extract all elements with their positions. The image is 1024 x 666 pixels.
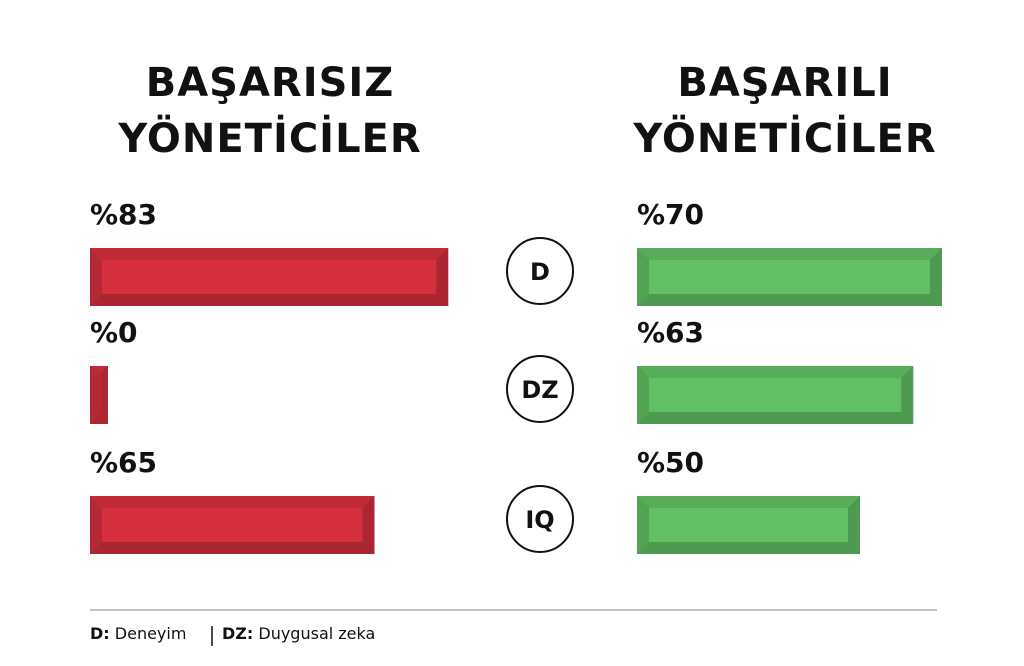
category-circle	[506, 237, 574, 305]
bar-face	[649, 508, 848, 542]
value-label: %63	[637, 316, 704, 349]
bar-face	[102, 508, 363, 542]
bar	[637, 248, 942, 306]
bar-top	[637, 496, 860, 508]
note-text: Deneyim	[114, 624, 187, 643]
category-label: IQ	[525, 506, 554, 534]
note: D: Deneyim	[90, 624, 186, 643]
value-label: %70	[637, 198, 704, 231]
bar-top	[637, 248, 942, 260]
bar-face	[649, 260, 930, 294]
bar-top	[637, 366, 914, 378]
bar-top	[90, 496, 375, 508]
bar-left	[637, 496, 649, 554]
bar-face	[649, 378, 902, 412]
value-label: %65	[90, 446, 157, 479]
heading: BAŞARISIZ YÖNETİCİLER	[118, 60, 422, 162]
category-circle	[506, 485, 574, 553]
note: DZ: Duygusal zeka	[222, 624, 375, 643]
bar	[90, 248, 449, 306]
value-label: %83	[90, 198, 157, 231]
bar	[637, 496, 860, 554]
bar	[90, 496, 375, 554]
note-key: DZ:	[222, 624, 254, 643]
bar-left	[90, 496, 102, 554]
bar	[90, 366, 108, 424]
category-label: D	[530, 258, 550, 286]
value-label: %0	[90, 316, 138, 349]
note-text: Duygusal zeka	[258, 624, 376, 643]
bar	[637, 366, 914, 424]
category-label: DZ	[521, 376, 558, 404]
note-key: D:	[90, 624, 110, 643]
bar-top	[90, 248, 449, 260]
bar-left	[637, 366, 649, 424]
bar-face	[102, 260, 437, 294]
heading: BAŞARILI YÖNETİCİLER	[633, 60, 937, 162]
value-label: %50	[637, 446, 704, 479]
bar-left	[90, 248, 102, 306]
bar-left	[90, 366, 102, 424]
bar-top	[90, 366, 108, 378]
bar-left	[637, 248, 649, 306]
category-circle	[506, 355, 574, 423]
